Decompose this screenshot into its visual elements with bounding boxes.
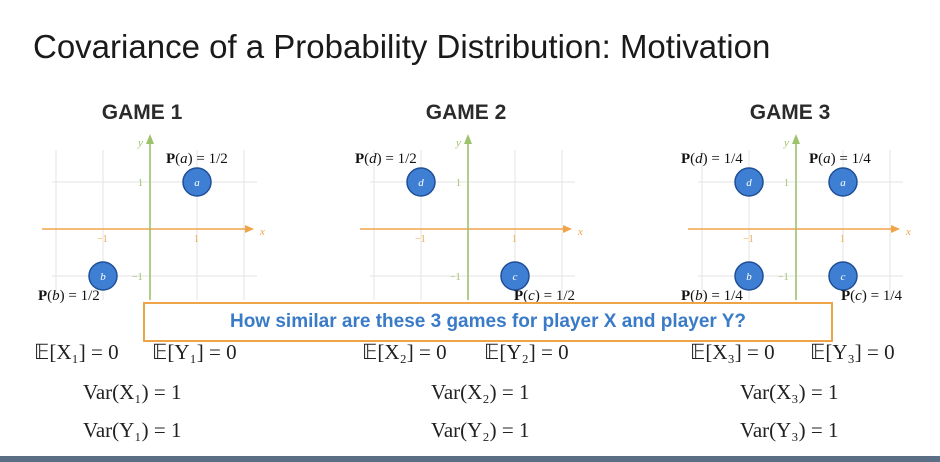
- question-banner: How similar are these 3 games for player…: [143, 302, 833, 342]
- outcome-label-a: a: [194, 177, 200, 189]
- x-tick-label: 1: [194, 234, 199, 245]
- outcome-point-b: [88, 261, 118, 291]
- outcome-label-c: c: [513, 271, 518, 283]
- game-1-title: GAME 1: [101, 101, 183, 124]
- prob-label-game3-c: P(c) = 1/4: [841, 288, 902, 304]
- y-axis-arrow: [146, 134, 154, 144]
- outcome-label-d: d: [418, 177, 424, 189]
- outcome-point-d: [734, 167, 764, 197]
- variance-y-game2: Var(Y₂) = 1: [431, 418, 530, 442]
- variance-x-game2: Var(X₂) = 1: [431, 380, 530, 404]
- y-tick-label: −1: [778, 272, 789, 283]
- outcome-label-a: a: [840, 177, 846, 189]
- prob-label-game3-d: P(d) = 1/4: [681, 151, 743, 167]
- x-axis-label: x: [577, 226, 583, 238]
- outcome-label-b: b: [746, 271, 752, 283]
- y-axis-label: y: [783, 137, 789, 149]
- y-tick-label: −1: [450, 272, 461, 283]
- y-axis-arrow: [464, 134, 472, 144]
- outcome-point-d: [406, 167, 436, 197]
- variance-x-game1: Var(X₁) = 1: [83, 380, 182, 404]
- x-tick-label: −1: [415, 234, 426, 245]
- game-2-plot: x y −1 1 1 −1 d c: [360, 134, 583, 300]
- slide-title: Covariance of a Probability Distribution…: [33, 28, 771, 65]
- prob-label-game1-a: P(a) = 1/2: [166, 151, 228, 167]
- variance-x-game3: Var(X₃) = 1: [740, 380, 839, 404]
- x-axis-arrow: [891, 225, 900, 233]
- game-1-plot: x y −1 1 1 −1 a b: [42, 134, 265, 300]
- prob-label-game1-b: P(b) = 1/2: [38, 288, 100, 304]
- expectation-x-game1: 𝔼[X₁] = 0: [34, 340, 119, 364]
- x-tick-label: 1: [840, 234, 845, 245]
- y-tick-label: 1: [138, 178, 143, 189]
- x-tick-label: −1: [743, 234, 754, 245]
- outcome-label-b: b: [100, 271, 106, 283]
- x-axis-arrow: [245, 225, 254, 233]
- outcome-label-d: d: [746, 177, 752, 189]
- bottom-bar: [0, 456, 940, 462]
- game-3-plot: x y −1 1 1 −1 d a b c: [688, 134, 911, 300]
- y-axis-label: y: [455, 137, 461, 149]
- y-tick-label: 1: [456, 178, 461, 189]
- y-axis-label: y: [137, 137, 143, 149]
- outcome-point-c: [828, 261, 858, 291]
- expectation-y-game2: 𝔼[Y₂] = 0: [484, 340, 569, 364]
- y-tick-label: −1: [132, 272, 143, 283]
- expectation-x-game3: 𝔼[X₃] = 0: [690, 340, 775, 364]
- outcome-point-b: [734, 261, 764, 291]
- game-3-title: GAME 3: [749, 101, 831, 124]
- variance-y-game3: Var(Y₃) = 1: [740, 418, 839, 442]
- x-axis-label: x: [259, 226, 265, 238]
- expectation-x-game2: 𝔼[X₂] = 0: [362, 340, 447, 364]
- outcome-label-c: c: [841, 271, 846, 283]
- outcome-point-c: [500, 261, 530, 291]
- variance-y-game1: Var(Y₁) = 1: [83, 418, 182, 442]
- prob-label-game3-a: P(a) = 1/4: [809, 151, 871, 167]
- x-axis-label: x: [905, 226, 911, 238]
- prob-label-game2-d: P(d) = 1/2: [355, 151, 417, 167]
- y-axis-arrow: [792, 134, 800, 144]
- outcome-point-a: [828, 167, 858, 197]
- y-tick-label: 1: [784, 178, 789, 189]
- outcome-point-a: [182, 167, 212, 197]
- x-tick-label: −1: [97, 234, 108, 245]
- prob-label-game3-b: P(b) = 1/4: [681, 288, 743, 304]
- game-2-title: GAME 2: [425, 101, 507, 124]
- x-tick-label: 1: [512, 234, 517, 245]
- expectation-y-game3: 𝔼[Y₃] = 0: [810, 340, 895, 364]
- expectation-y-game1: 𝔼[Y₁] = 0: [152, 340, 237, 364]
- x-axis-arrow: [563, 225, 572, 233]
- prob-label-game2-c: P(c) = 1/2: [514, 288, 575, 304]
